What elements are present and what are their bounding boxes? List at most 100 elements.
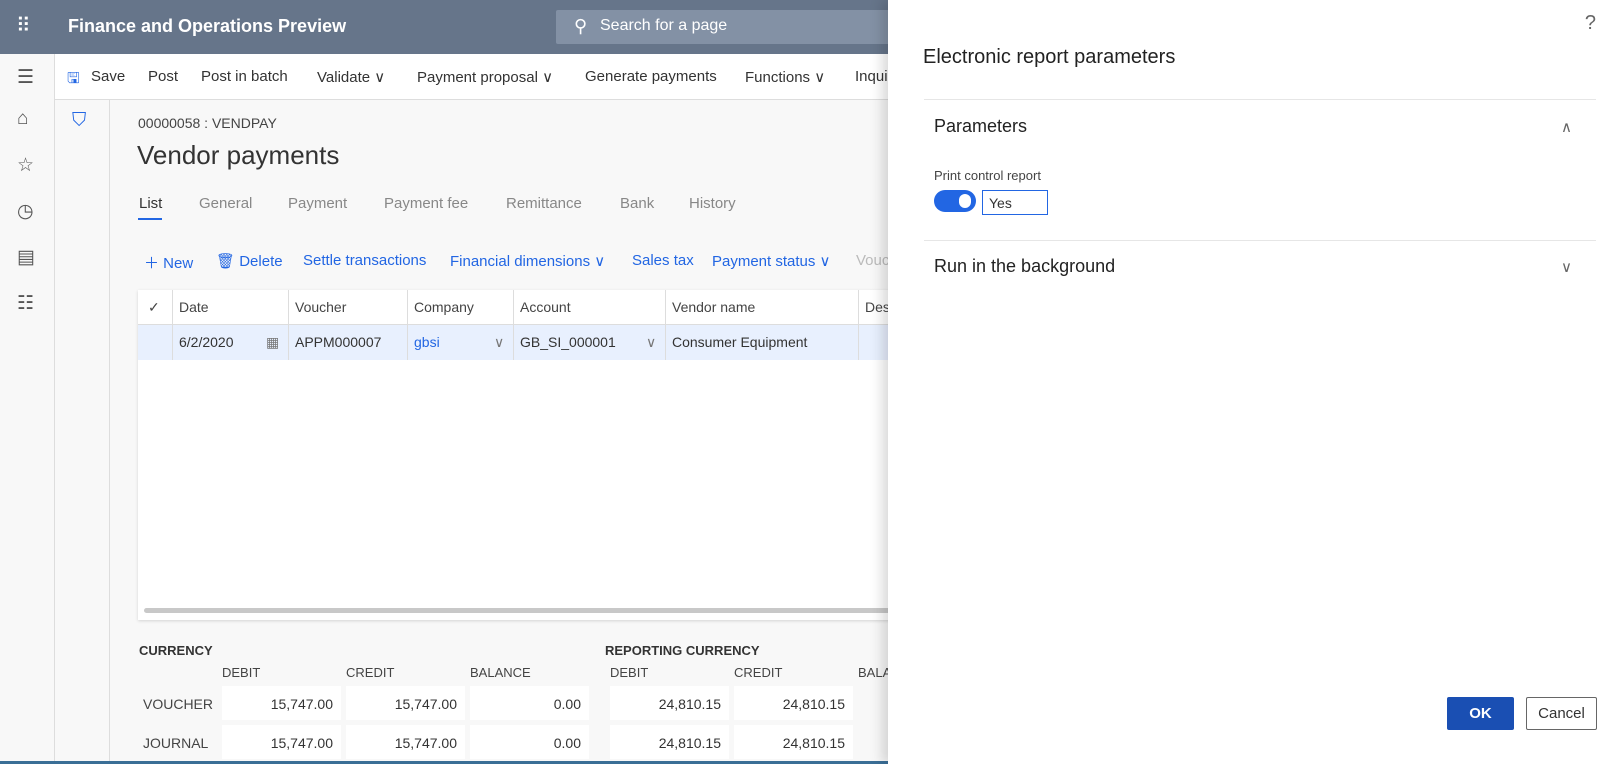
voucher-debit: 15,747.00 — [222, 686, 341, 720]
new-button[interactable]: ＋ New — [144, 255, 194, 272]
financial-dimensions-label: Financial dimensions — [450, 253, 591, 270]
functions-menu[interactable]: Functions ∨ — [745, 69, 826, 86]
col-description[interactable]: Des — [865, 299, 890, 315]
journal-row-label: JOURNAL — [143, 735, 209, 751]
nav-rail: ☰ ⌂ ☆ ◷ ▤ ☷ — [0, 54, 55, 764]
date-cell[interactable]: 6/2/2020 — [179, 334, 234, 350]
filter-icon[interactable]: ⛉ — [72, 110, 87, 131]
horizontal-scrollbar[interactable] — [144, 608, 894, 613]
company-cell[interactable]: gbsi — [414, 334, 440, 350]
col-date[interactable]: Date — [179, 299, 209, 315]
table-row[interactable]: 6/2/2020 ▦ APPM000007 gbsi ∨ GB_SI_00000… — [138, 325, 898, 360]
currency-heading: CURRENCY — [139, 643, 213, 658]
chevron-down-icon[interactable]: ∨ — [494, 334, 505, 350]
col-vendor-name[interactable]: Vendor name — [672, 299, 756, 315]
tab-payment-fee[interactable]: Payment fee — [384, 195, 469, 212]
col-voucher[interactable]: Voucher — [295, 299, 347, 315]
run-in-background-section-header[interactable]: Run in the background — [934, 256, 1116, 276]
post-in-batch-button[interactable]: Post in batch — [201, 68, 288, 85]
voucher-rep-credit: 24,810.15 — [734, 686, 853, 720]
chevron-down-icon[interactable]: ∨ — [1561, 259, 1572, 276]
breadcrumb: 00000058 : VENDPAY — [138, 115, 277, 131]
chevron-down-icon[interactable]: ∨ — [646, 334, 657, 350]
divider — [924, 240, 1596, 241]
reporting-currency-heading: REPORTING CURRENCY — [605, 643, 760, 658]
select-all-checkbox[interactable]: ✓ — [148, 299, 160, 315]
journal-debit: 15,747.00 — [222, 725, 341, 759]
ok-button[interactable]: OK — [1447, 697, 1514, 730]
electronic-report-parameters-dialog: ? Electronic report parameters Parameter… — [888, 0, 1620, 764]
journal-rep-credit: 24,810.15 — [734, 725, 853, 759]
settle-transactions-button[interactable]: Settle transactions — [303, 252, 427, 269]
tab-payment[interactable]: Payment — [288, 195, 348, 212]
print-control-report-label: Print control report — [934, 168, 1041, 183]
tab-remittance[interactable]: Remittance — [506, 195, 582, 212]
search-icon: ⚲ — [574, 16, 588, 36]
tab-bank[interactable]: Bank — [620, 195, 655, 212]
calendar-icon[interactable]: ▦ — [266, 334, 280, 350]
financial-dimensions-menu[interactable]: Financial dimensions ∨ — [450, 253, 606, 270]
hamburger-icon[interactable]: ☰ — [17, 67, 35, 88]
star-icon[interactable]: ☆ — [17, 155, 35, 176]
voucher-balance: 0.00 — [470, 686, 589, 720]
tab-history[interactable]: History — [689, 195, 736, 212]
toggle-value: Yes — [982, 190, 1048, 215]
payment-status-label: Payment status — [712, 253, 816, 270]
rep-balance-header: BALA — [858, 665, 892, 680]
delete-label: Delete — [239, 253, 283, 270]
tab-list[interactable]: List — [139, 195, 163, 212]
payment-proposal-label: Payment proposal — [417, 69, 538, 86]
col-company[interactable]: Company — [414, 299, 474, 315]
col-account[interactable]: Account — [520, 299, 571, 315]
clock-icon[interactable]: ◷ — [17, 201, 34, 222]
save-button[interactable]: Save — [91, 68, 126, 85]
payment-proposal-menu[interactable]: Payment proposal ∨ — [417, 69, 554, 86]
search-placeholder: Search for a page — [600, 17, 728, 34]
save-icon: 🖫 — [67, 70, 80, 87]
debit-header: DEBIT — [222, 665, 261, 680]
workspace-icon[interactable]: ▤ — [17, 247, 35, 268]
grid-header: ✓ Date Voucher Company Account Vendor na… — [138, 290, 898, 325]
home-icon[interactable]: ⌂ — [17, 108, 29, 129]
journal-balance: 0.00 — [470, 725, 589, 759]
voucher-credit: 15,747.00 — [346, 686, 465, 720]
payment-status-menu[interactable]: Payment status ∨ — [712, 253, 831, 270]
validate-menu[interactable]: Validate ∨ — [317, 69, 386, 86]
cancel-button[interactable]: Cancel — [1526, 697, 1597, 730]
payments-grid: ✓ Date Voucher Company Account Vendor na… — [138, 290, 898, 620]
functions-label: Functions — [745, 69, 811, 86]
journal-credit: 15,747.00 — [346, 725, 465, 759]
post-button[interactable]: Post — [148, 68, 179, 85]
search-input[interactable]: ⚲ Search for a page — [556, 10, 896, 44]
new-label: New — [163, 255, 194, 272]
account-cell[interactable]: GB_SI_000001 — [520, 334, 616, 350]
voucher-rep-debit: 24,810.15 — [610, 686, 729, 720]
print-control-report-toggle[interactable] — [934, 190, 976, 212]
list-icon[interactable]: ☷ — [17, 293, 35, 314]
app-launcher-icon[interactable]: ⠿ — [16, 15, 31, 37]
trash-icon: 🗑 — [216, 253, 236, 270]
delete-button[interactable]: 🗑 Delete — [216, 252, 283, 270]
page-title: Vendor payments — [137, 140, 340, 170]
inquiries-menu[interactable]: Inqui — [855, 68, 888, 85]
validate-label: Validate — [317, 69, 371, 86]
divider — [924, 99, 1596, 100]
chevron-up-icon[interactable]: ∧ — [1561, 119, 1572, 136]
help-icon[interactable]: ? — [1584, 12, 1596, 34]
credit-header: CREDIT — [346, 665, 395, 680]
voucher-row-label: VOUCHER — [143, 696, 214, 712]
parameters-section-header[interactable]: Parameters — [934, 116, 1028, 136]
active-tab-indicator — [138, 218, 162, 220]
voucher-menu[interactable]: Vouc — [856, 252, 890, 269]
journal-rep-debit: 24,810.15 — [610, 725, 729, 759]
voucher-cell: APPM000007 — [295, 334, 382, 350]
tab-general[interactable]: General — [199, 195, 253, 212]
rep-credit-header: CREDIT — [734, 665, 783, 680]
dialog-title: Electronic report parameters — [923, 46, 1176, 68]
app-title: Finance and Operations Preview — [68, 16, 347, 36]
status-line — [0, 761, 1620, 764]
sales-tax-button[interactable]: Sales tax — [632, 252, 694, 269]
generate-payments-button[interactable]: Generate payments — [585, 68, 717, 85]
rep-debit-header: DEBIT — [610, 665, 649, 680]
filter-pane: ⛉ — [55, 100, 110, 764]
